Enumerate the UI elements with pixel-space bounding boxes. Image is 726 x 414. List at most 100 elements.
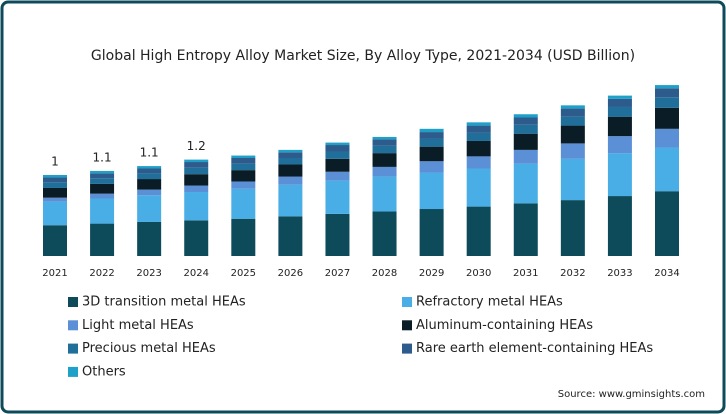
x-tick-label: 2032: [560, 268, 585, 279]
bar-segment: [466, 156, 491, 169]
bar-segment: [466, 168, 491, 207]
x-tick-label: 2023: [136, 268, 161, 279]
bar-segment: [90, 223, 115, 256]
bar-segment: [513, 203, 538, 256]
bar-segment: [325, 171, 350, 181]
bar-segment: [231, 157, 256, 164]
bar-segment: [137, 221, 162, 256]
legend-label: Precious metal HEAs: [82, 341, 216, 356]
bar-segment: [372, 153, 397, 167]
bar-segment: [184, 185, 209, 193]
bar-segment: [43, 187, 67, 198]
bar-segment: [43, 182, 67, 188]
bar-segment: [43, 201, 67, 226]
x-tick-label: 2029: [419, 268, 444, 279]
bar-segment: [607, 95, 632, 99]
bar-segment: [655, 191, 679, 256]
bar-segment: [560, 158, 585, 201]
legend-swatch: [68, 366, 78, 377]
legend-swatch: [402, 320, 412, 331]
bar-segment: [184, 167, 209, 175]
legend-swatch: [68, 343, 78, 354]
bar-segment: [278, 164, 303, 177]
bar-segment: [325, 180, 350, 214]
bar-segment: [184, 220, 209, 256]
bar-segment: [607, 196, 632, 256]
bar-segment: [325, 151, 350, 159]
bar-segment: [560, 143, 585, 159]
bar-segment: [372, 211, 397, 256]
bar-segment: [419, 128, 444, 133]
bar-segment: [560, 105, 585, 109]
bar-segment: [231, 181, 256, 189]
bar-segment: [655, 97, 679, 108]
bar-segment: [419, 146, 444, 162]
bar-segment: [655, 107, 679, 129]
legend-swatch: [402, 343, 412, 354]
bar-segment: [372, 139, 397, 146]
bar-segment: [513, 149, 538, 164]
bar-segment: [137, 195, 162, 222]
total-label: 1.1: [93, 150, 112, 164]
bar-segment: [466, 125, 491, 133]
legend-swatch: [402, 297, 412, 307]
bar-segment: [325, 145, 350, 152]
bar-segment: [184, 162, 209, 168]
x-tick-label: 2033: [607, 268, 632, 279]
bar-segment: [513, 114, 538, 118]
bar-segment: [231, 155, 256, 158]
bar-segment: [43, 177, 67, 183]
source: Source: www.gminsights.com: [558, 389, 705, 400]
bar-segment: [513, 124, 538, 134]
bar-segment: [655, 85, 679, 89]
bar-segment: [90, 193, 115, 199]
bar-segment: [231, 170, 256, 182]
bar-segment: [372, 166, 397, 177]
bar-segment: [560, 125, 585, 144]
bar-segment: [137, 189, 162, 196]
x-tick-label: 2034: [654, 268, 679, 279]
bar-segment: [278, 176, 303, 185]
legend-swatch: [68, 297, 78, 307]
x-tick-label: 2028: [372, 268, 397, 279]
bar-segment: [419, 172, 444, 210]
bar-segment: [137, 168, 162, 174]
legend-label: Refractory metal HEAs: [416, 295, 563, 310]
legend-label: Light metal HEAs: [82, 318, 194, 333]
bar-segment: [372, 176, 397, 212]
bar-segment: [231, 163, 256, 171]
bar-segment: [655, 147, 679, 192]
bar-segment: [607, 153, 632, 197]
x-tick-label: 2026: [278, 268, 303, 279]
bar-segment: [560, 200, 585, 256]
bar-segment: [90, 170, 115, 174]
bar-segment: [466, 206, 491, 256]
bar-segment: [184, 159, 209, 163]
legend-label: 3D transition metal HEAs: [82, 295, 246, 310]
bar-segment: [43, 175, 67, 178]
bar-segment: [607, 116, 632, 137]
x-tick-label: 2024: [184, 268, 209, 279]
bar-segment: [90, 178, 115, 184]
bar-segment: [372, 145, 397, 154]
bar-segment: [90, 173, 115, 179]
bar-segment: [466, 122, 491, 126]
bar-segment: [419, 138, 444, 147]
bar-segment: [419, 132, 444, 139]
bar-segment: [466, 132, 491, 141]
bar-segment: [419, 209, 444, 256]
bar-segment: [655, 128, 679, 148]
bar-segment: [607, 98, 632, 107]
x-tick-label: 2031: [513, 268, 538, 279]
bar-segment: [137, 179, 162, 190]
legend-label: Others: [82, 364, 126, 379]
bar-segment: [278, 149, 303, 153]
bar-segment: [655, 88, 679, 98]
x-tick-label: 2021: [42, 268, 67, 279]
legend-swatch: [68, 320, 78, 331]
bar-segment: [90, 198, 115, 224]
bar-segment: [278, 184, 303, 217]
bar-segment: [513, 117, 538, 125]
